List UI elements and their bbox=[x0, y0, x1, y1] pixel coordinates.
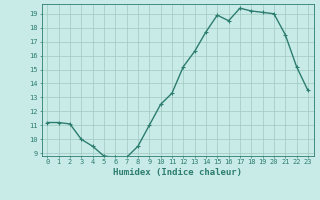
X-axis label: Humidex (Indice chaleur): Humidex (Indice chaleur) bbox=[113, 168, 242, 177]
